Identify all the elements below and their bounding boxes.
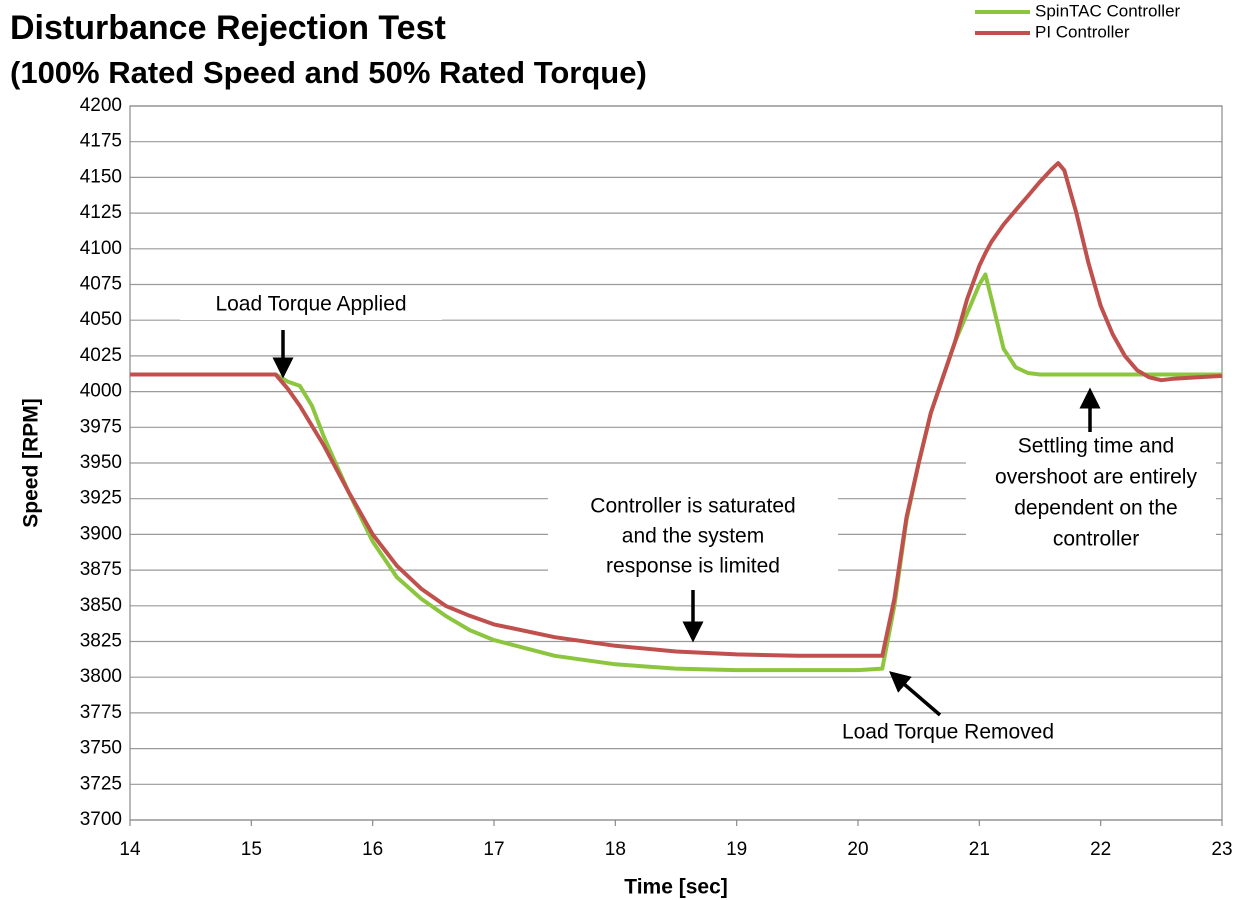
x-axis-title: Time [sec] [624, 876, 728, 899]
annotation: response is limited [606, 555, 780, 578]
x-tick-label: 18 [605, 839, 626, 860]
y-tick-label: 4050 [80, 309, 122, 330]
y-tick-label: 3750 [80, 738, 122, 759]
y-tick-label: 3825 [80, 631, 122, 652]
y-tick-label: 3900 [80, 523, 122, 544]
y-tick-label: 4000 [80, 381, 122, 402]
annotation: controller [1053, 528, 1139, 551]
y-tick-label: 4125 [80, 202, 122, 223]
y-tick-label: 4175 [80, 131, 122, 152]
x-tick-label: 15 [241, 839, 262, 860]
legend-label: SpinTAC Controller [1035, 1, 1181, 20]
x-tick-label: 22 [1090, 839, 1111, 860]
x-tick-label: 21 [969, 839, 990, 860]
y-tick-label: 3875 [80, 559, 122, 580]
y-tick-label: 3775 [80, 702, 122, 723]
annotation: and the system [622, 525, 764, 548]
annotation: Load Torque Removed [842, 721, 1054, 744]
legend-label: PI Controller [1035, 22, 1130, 41]
y-tick-label: 3700 [80, 809, 122, 830]
annotation-bg [966, 430, 1216, 554]
y-tick-label: 3850 [80, 595, 122, 616]
y-tick-label: 4025 [80, 345, 122, 366]
annotation-bg [548, 492, 838, 584]
y-tick-label: 4075 [80, 274, 122, 295]
annotation: Controller is saturated [590, 495, 795, 518]
annotation: dependent on the [1014, 497, 1178, 520]
x-tick-label: 19 [726, 839, 747, 860]
annotation: Load Torque Applied [215, 293, 406, 316]
annotation: Settling time and [1018, 435, 1174, 458]
x-tick-label: 16 [362, 839, 383, 860]
x-tick-label: 14 [119, 839, 141, 860]
annotation-bg [180, 290, 442, 320]
y-tick-label: 4200 [80, 95, 122, 116]
y-tick-label: 4150 [80, 166, 122, 187]
x-tick-label: 17 [483, 839, 504, 860]
y-axis-title: Speed [RPM] [20, 398, 43, 528]
y-tick-label: 3925 [80, 488, 122, 509]
y-tick-label: 3725 [80, 773, 122, 794]
y-tick-label: 3950 [80, 452, 122, 473]
x-tick-label: 20 [847, 839, 868, 860]
chart-subtitle: (100% Rated Speed and 50% Rated Torque) [10, 55, 647, 90]
x-tick-label: 23 [1211, 839, 1232, 860]
y-tick-label: 3975 [80, 416, 122, 437]
y-tick-label: 4100 [80, 238, 122, 259]
data-line [130, 161, 1223, 658]
arrow [889, 671, 942, 717]
chart-title: Disturbance Rejection Test [10, 9, 446, 47]
annotation: overshoot are entirely [995, 466, 1197, 489]
plot-border [129, 105, 1223, 821]
y-tick-label: 3800 [80, 666, 122, 687]
annotation-bg [808, 718, 1090, 748]
